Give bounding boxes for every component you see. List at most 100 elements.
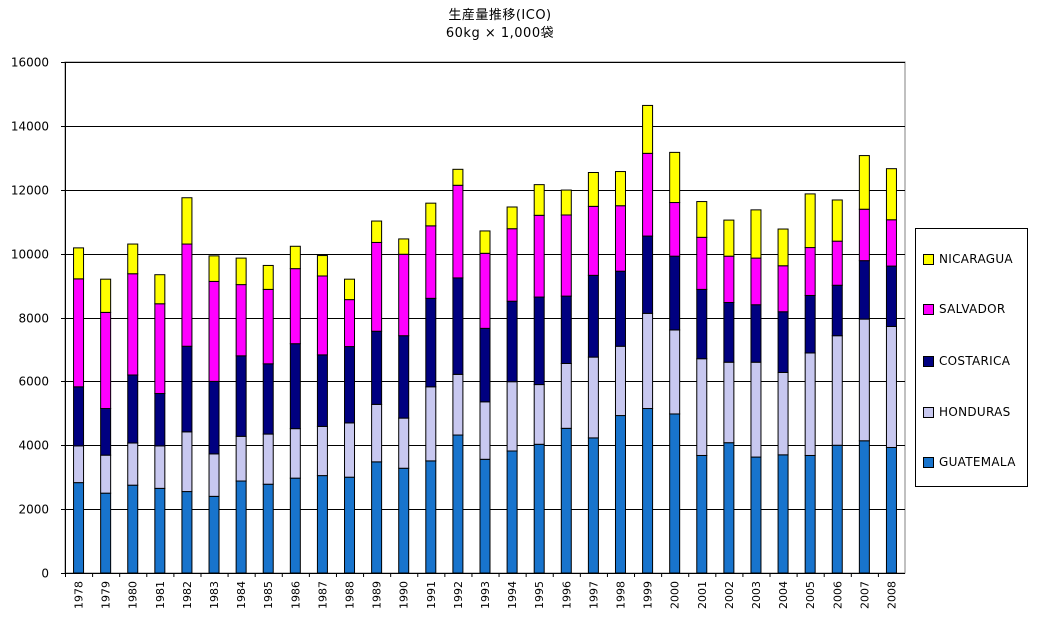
- bar-segment-honduras-1998: [614, 345, 626, 417]
- bar-segment-guatemala-1991: [425, 460, 437, 574]
- bar-segment-nicaragua-2007: [858, 155, 870, 210]
- bar-segment-honduras-1995: [533, 384, 545, 445]
- y-tick-label: 6000: [18, 375, 49, 389]
- bar-segment-nicaragua-1985: [262, 264, 274, 290]
- bar-segment-guatemala-1978: [73, 482, 85, 574]
- x-tick-label: 1998: [614, 581, 627, 609]
- bar-segment-honduras-1994: [506, 381, 518, 452]
- y-tick-label: 10000: [11, 248, 49, 262]
- x-tick-label: 2002: [723, 581, 736, 609]
- bar-segment-costarica-1985: [262, 363, 274, 435]
- bar-segment-costarica-2007: [858, 260, 870, 320]
- bar-segment-costarica-2001: [696, 288, 708, 360]
- bars: [73, 104, 897, 574]
- x-tick-label: 1997: [587, 581, 600, 609]
- bar-segment-guatemala-1981: [154, 487, 166, 574]
- legend-item-nicaragua: NICARAGUA: [923, 252, 1013, 266]
- x-tick-label: 2007: [858, 581, 871, 609]
- x-tick-label: 1993: [479, 581, 492, 609]
- x-tick-label: 1995: [533, 581, 546, 609]
- bar-segment-costarica-1988: [344, 346, 356, 424]
- bar-segment-costarica-1995: [533, 296, 545, 386]
- bar-segment-costarica-1999: [642, 235, 654, 314]
- bar-segment-nicaragua-1981: [154, 274, 166, 305]
- bar-segment-salvador-1999: [642, 152, 654, 237]
- bar-segment-honduras-1985: [262, 433, 274, 485]
- bar-segment-guatemala-1986: [289, 477, 301, 574]
- bar-segment-nicaragua-1987: [316, 255, 328, 277]
- bar-segment-salvador-2001: [696, 236, 708, 290]
- bar-segment-salvador-2007: [858, 208, 870, 262]
- bar-segment-nicaragua-2002: [723, 219, 735, 257]
- bar-segment-salvador-1987: [316, 275, 328, 356]
- bar-segment-honduras-1979: [100, 454, 112, 494]
- bar-segment-costarica-1978: [73, 386, 85, 447]
- bar-segment-nicaragua-1992: [452, 168, 464, 186]
- bar-segment-costarica-2004: [777, 311, 789, 373]
- bar-segment-nicaragua-2008: [885, 168, 897, 221]
- bar-segment-costarica-1994: [506, 300, 518, 383]
- bar-segment-honduras-2000: [669, 329, 681, 415]
- bar-segment-honduras-2007: [858, 318, 870, 442]
- bar-segment-guatemala-1987: [316, 475, 328, 574]
- bar-segment-salvador-1998: [614, 205, 626, 272]
- x-tick-label: 1991: [425, 581, 438, 609]
- bar-segment-honduras-2006: [831, 335, 843, 446]
- bar-segment-honduras-1982: [181, 431, 193, 493]
- bar-segment-nicaragua-1997: [587, 172, 599, 207]
- bar-segment-costarica-1996: [560, 295, 572, 364]
- bar-segment-costarica-1992: [452, 277, 464, 375]
- bar-segment-guatemala-1999: [642, 408, 654, 574]
- bar-segment-honduras-1999: [642, 312, 654, 410]
- bar-segment-nicaragua-1983: [208, 255, 220, 282]
- bar-segment-salvador-1992: [452, 184, 464, 279]
- bar-segment-costarica-1990: [398, 335, 410, 419]
- y-tick-label: 4000: [18, 439, 49, 453]
- bar-segment-salvador-1984: [235, 284, 247, 357]
- x-tick-label: 1980: [127, 581, 140, 609]
- x-tick-label: 1988: [344, 581, 357, 609]
- bar-segment-honduras-1996: [560, 362, 572, 429]
- bar-segment-honduras-1992: [452, 373, 464, 436]
- x-tick-label: 1982: [181, 581, 194, 609]
- x-tick-label: 2005: [804, 581, 817, 609]
- bar-segment-salvador-2008: [885, 219, 897, 267]
- legend-label-honduras: HONDURAS: [939, 405, 1011, 419]
- bar-segment-honduras-2003: [750, 361, 762, 458]
- bar-segment-costarica-1979: [100, 408, 112, 456]
- bar-segment-salvador-1988: [344, 299, 356, 348]
- bar-segment-honduras-2008: [885, 325, 897, 448]
- bar-segment-salvador-1997: [587, 205, 599, 276]
- bar-segment-costarica-1981: [154, 393, 166, 447]
- bar-segment-costarica-2006: [831, 284, 843, 337]
- x-tick-label: 2004: [777, 581, 790, 609]
- legend-label-salvador: SALVADOR: [939, 302, 1006, 316]
- bar-segment-costarica-2005: [804, 294, 816, 354]
- bar-segment-costarica-1997: [587, 274, 599, 358]
- bar-segment-salvador-1991: [425, 225, 437, 299]
- legend-item-salvador: SALVADOR: [923, 302, 1006, 316]
- x-tick-label: 2000: [669, 581, 682, 609]
- bar-segment-salvador-2006: [831, 240, 843, 286]
- x-tick-label: 1999: [642, 581, 655, 609]
- bar-segment-guatemala-1982: [181, 491, 193, 574]
- bar-segment-salvador-1979: [100, 311, 112, 410]
- bar-segment-nicaragua-1989: [371, 220, 383, 243]
- bar-segment-guatemala-1989: [371, 461, 383, 574]
- x-tick-label: 1979: [100, 581, 113, 609]
- bar-segment-honduras-2004: [777, 371, 789, 456]
- y-tick-label: 0: [41, 567, 49, 581]
- x-tick-label: 1986: [289, 581, 302, 609]
- bar-segment-costarica-2008: [885, 265, 897, 327]
- bar-segment-nicaragua-1999: [642, 104, 654, 154]
- bar-segment-honduras-2005: [804, 352, 816, 456]
- bar-segment-salvador-1983: [208, 280, 220, 382]
- x-tick-label: 1994: [506, 581, 519, 609]
- x-tick-label: 1984: [235, 581, 248, 609]
- x-tick-label: 2001: [696, 581, 709, 609]
- bar-segment-guatemala-1992: [452, 434, 464, 574]
- bar-segment-costarica-1991: [425, 297, 437, 388]
- x-tick-label: 2003: [750, 581, 763, 609]
- bar-segment-salvador-1985: [262, 288, 274, 365]
- bar-segment-nicaragua-1990: [398, 238, 410, 255]
